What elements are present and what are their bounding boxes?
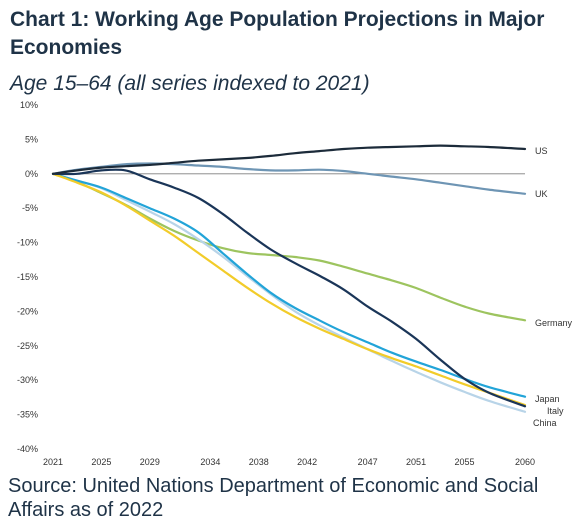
x-tick-label: 2038 bbox=[249, 457, 269, 467]
y-tick-label: 10% bbox=[20, 100, 38, 110]
y-tick-label: 0% bbox=[25, 169, 38, 179]
source-note: Source: United Nations Department of Eco… bbox=[8, 475, 539, 521]
y-tick-label: -35% bbox=[17, 410, 38, 420]
series-label-japan: Japan bbox=[535, 394, 560, 404]
series-line-china bbox=[51, 168, 527, 408]
chart-subtitle: Age 15–64 (all series indexed to 2021) bbox=[10, 72, 370, 95]
series-label-germany: Germany bbox=[535, 318, 573, 328]
chart-title: Chart 1: Working Age Population Projecti… bbox=[10, 8, 545, 59]
x-tick-label: 2034 bbox=[200, 457, 220, 467]
series-line-germany bbox=[51, 172, 527, 322]
series-line-uk bbox=[51, 162, 527, 195]
y-tick-label: -15% bbox=[17, 272, 38, 282]
y-tick-label: -40% bbox=[17, 444, 38, 454]
y-tick-label: -5% bbox=[22, 203, 38, 213]
y-axis: 10% 5% 0% -5% -10% -15% -20% -25% -30% -35% -40% bbox=[17, 100, 38, 454]
series-lines bbox=[51, 144, 527, 413]
series-labels: US UK Germany Japan Italy China bbox=[533, 146, 573, 428]
x-tick-label: 2025 bbox=[91, 457, 111, 467]
series-line-china-yellow bbox=[51, 172, 527, 407]
series-label-uk: UK bbox=[535, 189, 548, 199]
x-tick-label: 2029 bbox=[140, 457, 160, 467]
x-tick-label: 2060 bbox=[515, 457, 535, 467]
x-axis: 2021 2025 2029 2034 2038 2042 2047 2051 2055 2060 bbox=[43, 457, 535, 467]
series-line-italy bbox=[51, 172, 527, 413]
series-label-us: US bbox=[535, 146, 548, 156]
series-label-italy: Italy bbox=[547, 406, 564, 416]
y-tick-label: 5% bbox=[25, 134, 38, 144]
series-label-china: China bbox=[533, 418, 557, 428]
y-tick-label: -10% bbox=[17, 238, 38, 248]
x-tick-label: 2042 bbox=[297, 457, 317, 467]
y-tick-label: -20% bbox=[17, 306, 38, 316]
x-tick-label: 2051 bbox=[406, 457, 426, 467]
y-tick-label: -30% bbox=[17, 375, 38, 385]
series-line-us bbox=[51, 144, 527, 175]
x-tick-label: 2021 bbox=[43, 457, 63, 467]
y-tick-label: -25% bbox=[17, 341, 38, 351]
x-tick-label: 2047 bbox=[358, 457, 378, 467]
series-line-japan bbox=[51, 172, 527, 398]
x-tick-label: 2055 bbox=[454, 457, 474, 467]
